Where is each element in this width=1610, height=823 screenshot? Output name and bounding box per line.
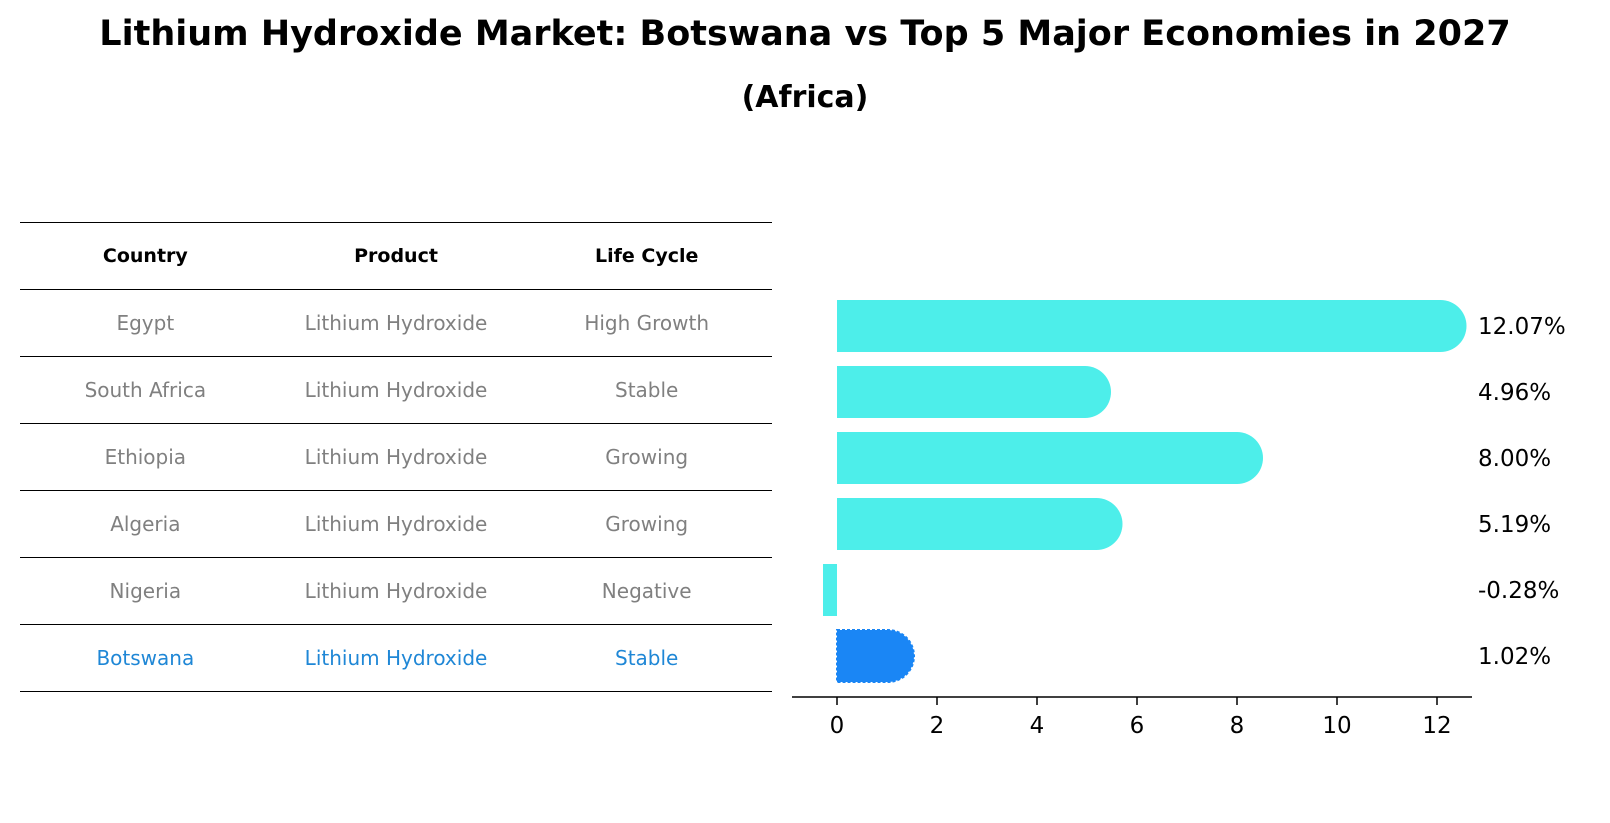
cell-product: Lithium Hydroxide: [304, 646, 488, 670]
header-product: Product: [354, 245, 438, 267]
table-row: South Africa Lithium Hydroxide Stable: [20, 356, 772, 423]
cell-country: Nigeria: [109, 579, 182, 603]
cell-country: South Africa: [84, 378, 207, 402]
data-label: 5.19%: [1478, 512, 1551, 538]
data-label: 1.02%: [1478, 644, 1551, 670]
cell-product: Lithium Hydroxide: [304, 378, 488, 402]
cell-product: Lithium Hydroxide: [304, 311, 488, 335]
bar-nigeria: [823, 564, 837, 616]
cell-life-cycle: Stable: [615, 378, 679, 402]
cell-country: Algeria: [110, 512, 181, 536]
cell-country: Botswana: [96, 646, 195, 670]
chart-subtitle: (Africa): [741, 80, 869, 115]
cell-life-cycle: Growing: [605, 512, 689, 536]
table-row: Ethiopia Lithium Hydroxide Growing: [20, 423, 772, 490]
cell-product: Lithium Hydroxide: [304, 579, 488, 603]
table-row: Algeria Lithium Hydroxide Growing: [20, 490, 772, 557]
header-life-cycle: Life Cycle: [594, 245, 699, 267]
cell-life-cycle: High Growth: [584, 311, 710, 335]
data-label: 8.00%: [1478, 446, 1551, 472]
bar-egypt: [837, 300, 1467, 352]
cell-life-cycle: Growing: [605, 445, 689, 469]
cell-country: Egypt: [116, 311, 175, 335]
data-label: 4.96%: [1478, 380, 1551, 406]
bar-ethiopia: [837, 432, 1263, 484]
table-header-row: Country Product Life Cycle: [20, 222, 772, 289]
x-tick-label: 8: [1230, 713, 1245, 739]
data-label: 12.07%: [1478, 314, 1566, 340]
header-country: Country: [102, 245, 188, 267]
x-tick-label: 0: [830, 713, 845, 739]
bar-south-africa: [837, 366, 1111, 418]
x-tick-label: 2: [930, 713, 945, 739]
cell-life-cycle: Stable: [615, 646, 679, 670]
x-tick-label: 10: [1322, 713, 1351, 739]
cell-product: Lithium Hydroxide: [304, 512, 488, 536]
data-label: -0.28%: [1478, 578, 1559, 604]
chart-title: Lithium Hydroxide Market: Botswana vs To…: [99, 14, 1511, 54]
bar-algeria: [837, 498, 1123, 550]
cell-country: Ethiopia: [104, 445, 187, 469]
cell-product: Lithium Hydroxide: [304, 445, 488, 469]
bar-botswana: [836, 629, 915, 683]
x-tick-label: 6: [1130, 713, 1145, 739]
x-tick-label: 12: [1422, 713, 1451, 739]
country-table: Country Product Life Cycle Egypt Lithium…: [20, 222, 772, 692]
table-row: Nigeria Lithium Hydroxide Negative: [20, 557, 772, 624]
x-tick-label: 4: [1030, 713, 1045, 739]
table-row: Egypt Lithium Hydroxide High Growth: [20, 289, 772, 356]
cell-life-cycle: Negative: [601, 579, 692, 603]
table-row-highlighted: Botswana Lithium Hydroxide Stable: [20, 624, 772, 692]
